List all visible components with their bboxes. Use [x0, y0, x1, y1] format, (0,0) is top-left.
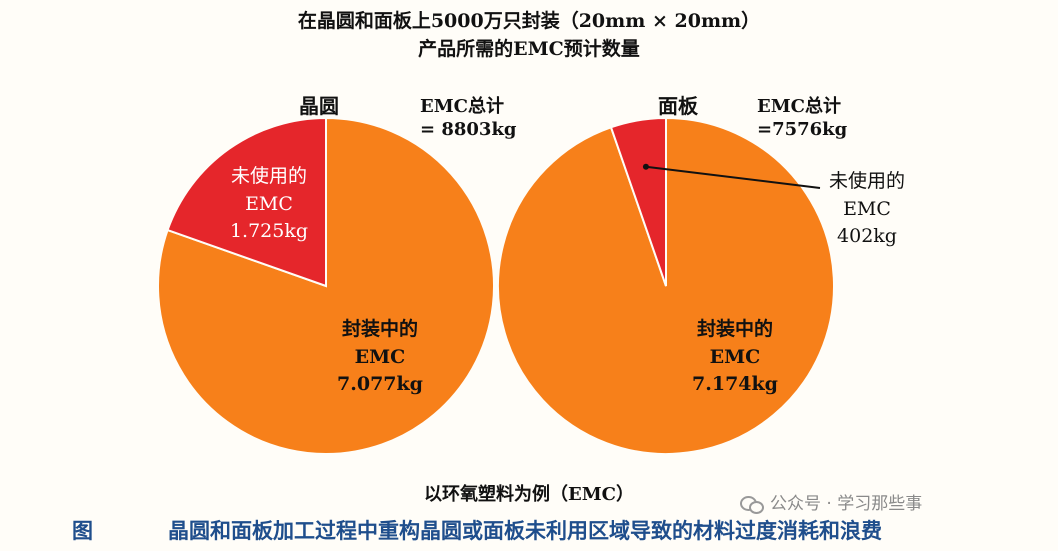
- panel-packaged-label: 封装中的 EMC 7.174kg: [670, 316, 800, 399]
- wafer-unused-label-line1: 未使用的: [230, 165, 307, 187]
- wafer-total-label: EMC总计: [420, 96, 504, 117]
- panel-packaged-label-line1: 封装中的: [696, 318, 773, 340]
- panel-total-label: EMC总计: [757, 96, 841, 117]
- wafer-total: EMC总计 = 8803kg: [420, 96, 517, 141]
- chart-title: 在晶圆和面板上5000万只封装（20mm × 20mm）: [297, 10, 761, 32]
- wafer-unused-slice: [166, 116, 327, 288]
- watermark-text: 公众号 · 学习那些事: [770, 494, 923, 514]
- figure-label: 图: [72, 519, 93, 543]
- panel-unused-leader-line: [645, 165, 821, 189]
- panel-unused-label-line1: 未使用的: [828, 170, 905, 192]
- watermark: 公众号 · 学习那些事: [740, 489, 922, 514]
- figure-caption: 图 晶圆和面板加工过程中重构晶圆或面板未利用区域导致的材料过度消耗和浪费: [72, 515, 882, 545]
- wafer-unused-label: 未使用的 EMC 1.725kg: [214, 163, 324, 246]
- wafer-packaged-label: 封装中的 EMC 7.077kg: [315, 316, 445, 399]
- wafer-unused-label-line3: 1.725kg: [229, 220, 309, 243]
- panel-unused-label-line3: 402kg: [837, 225, 897, 248]
- wafer-packaged-label-line3: 7.077kg: [337, 373, 423, 396]
- panel-unused-leader-dot: [642, 163, 649, 170]
- wafer-pie-title: 晶圆: [299, 94, 339, 118]
- figure-title: 晶圆和面板加工过程中重构晶圆或面板未利用区域导致的材料过度消耗和浪费: [168, 519, 882, 543]
- wafer-packaged-label-line1: 封装中的: [341, 318, 418, 340]
- material-caption: 以环氧塑料为例（EMC）: [424, 484, 634, 505]
- chart-subtitle: 产品所需的EMC预计数量: [418, 38, 640, 60]
- panel-unused-slice: [609, 116, 667, 287]
- panel-packaged-label-line3: 7.174kg: [692, 373, 778, 396]
- panel-unused-label: 未使用的 EMC 402kg: [812, 168, 922, 251]
- panel-total-value: =7576kg: [757, 118, 848, 140]
- wechat-icon: [740, 495, 764, 514]
- panel-unused-label-line2: EMC: [843, 197, 891, 220]
- panel-pie-title: 面板: [658, 94, 698, 118]
- wafer-total-value: = 8803kg: [420, 118, 517, 140]
- panel-packaged-label-line2: EMC: [709, 345, 761, 368]
- wafer-packaged-label-line2: EMC: [354, 345, 406, 368]
- panel-total: EMC总计 =7576kg: [757, 96, 847, 141]
- wafer-unused-label-line2: EMC: [245, 192, 293, 215]
